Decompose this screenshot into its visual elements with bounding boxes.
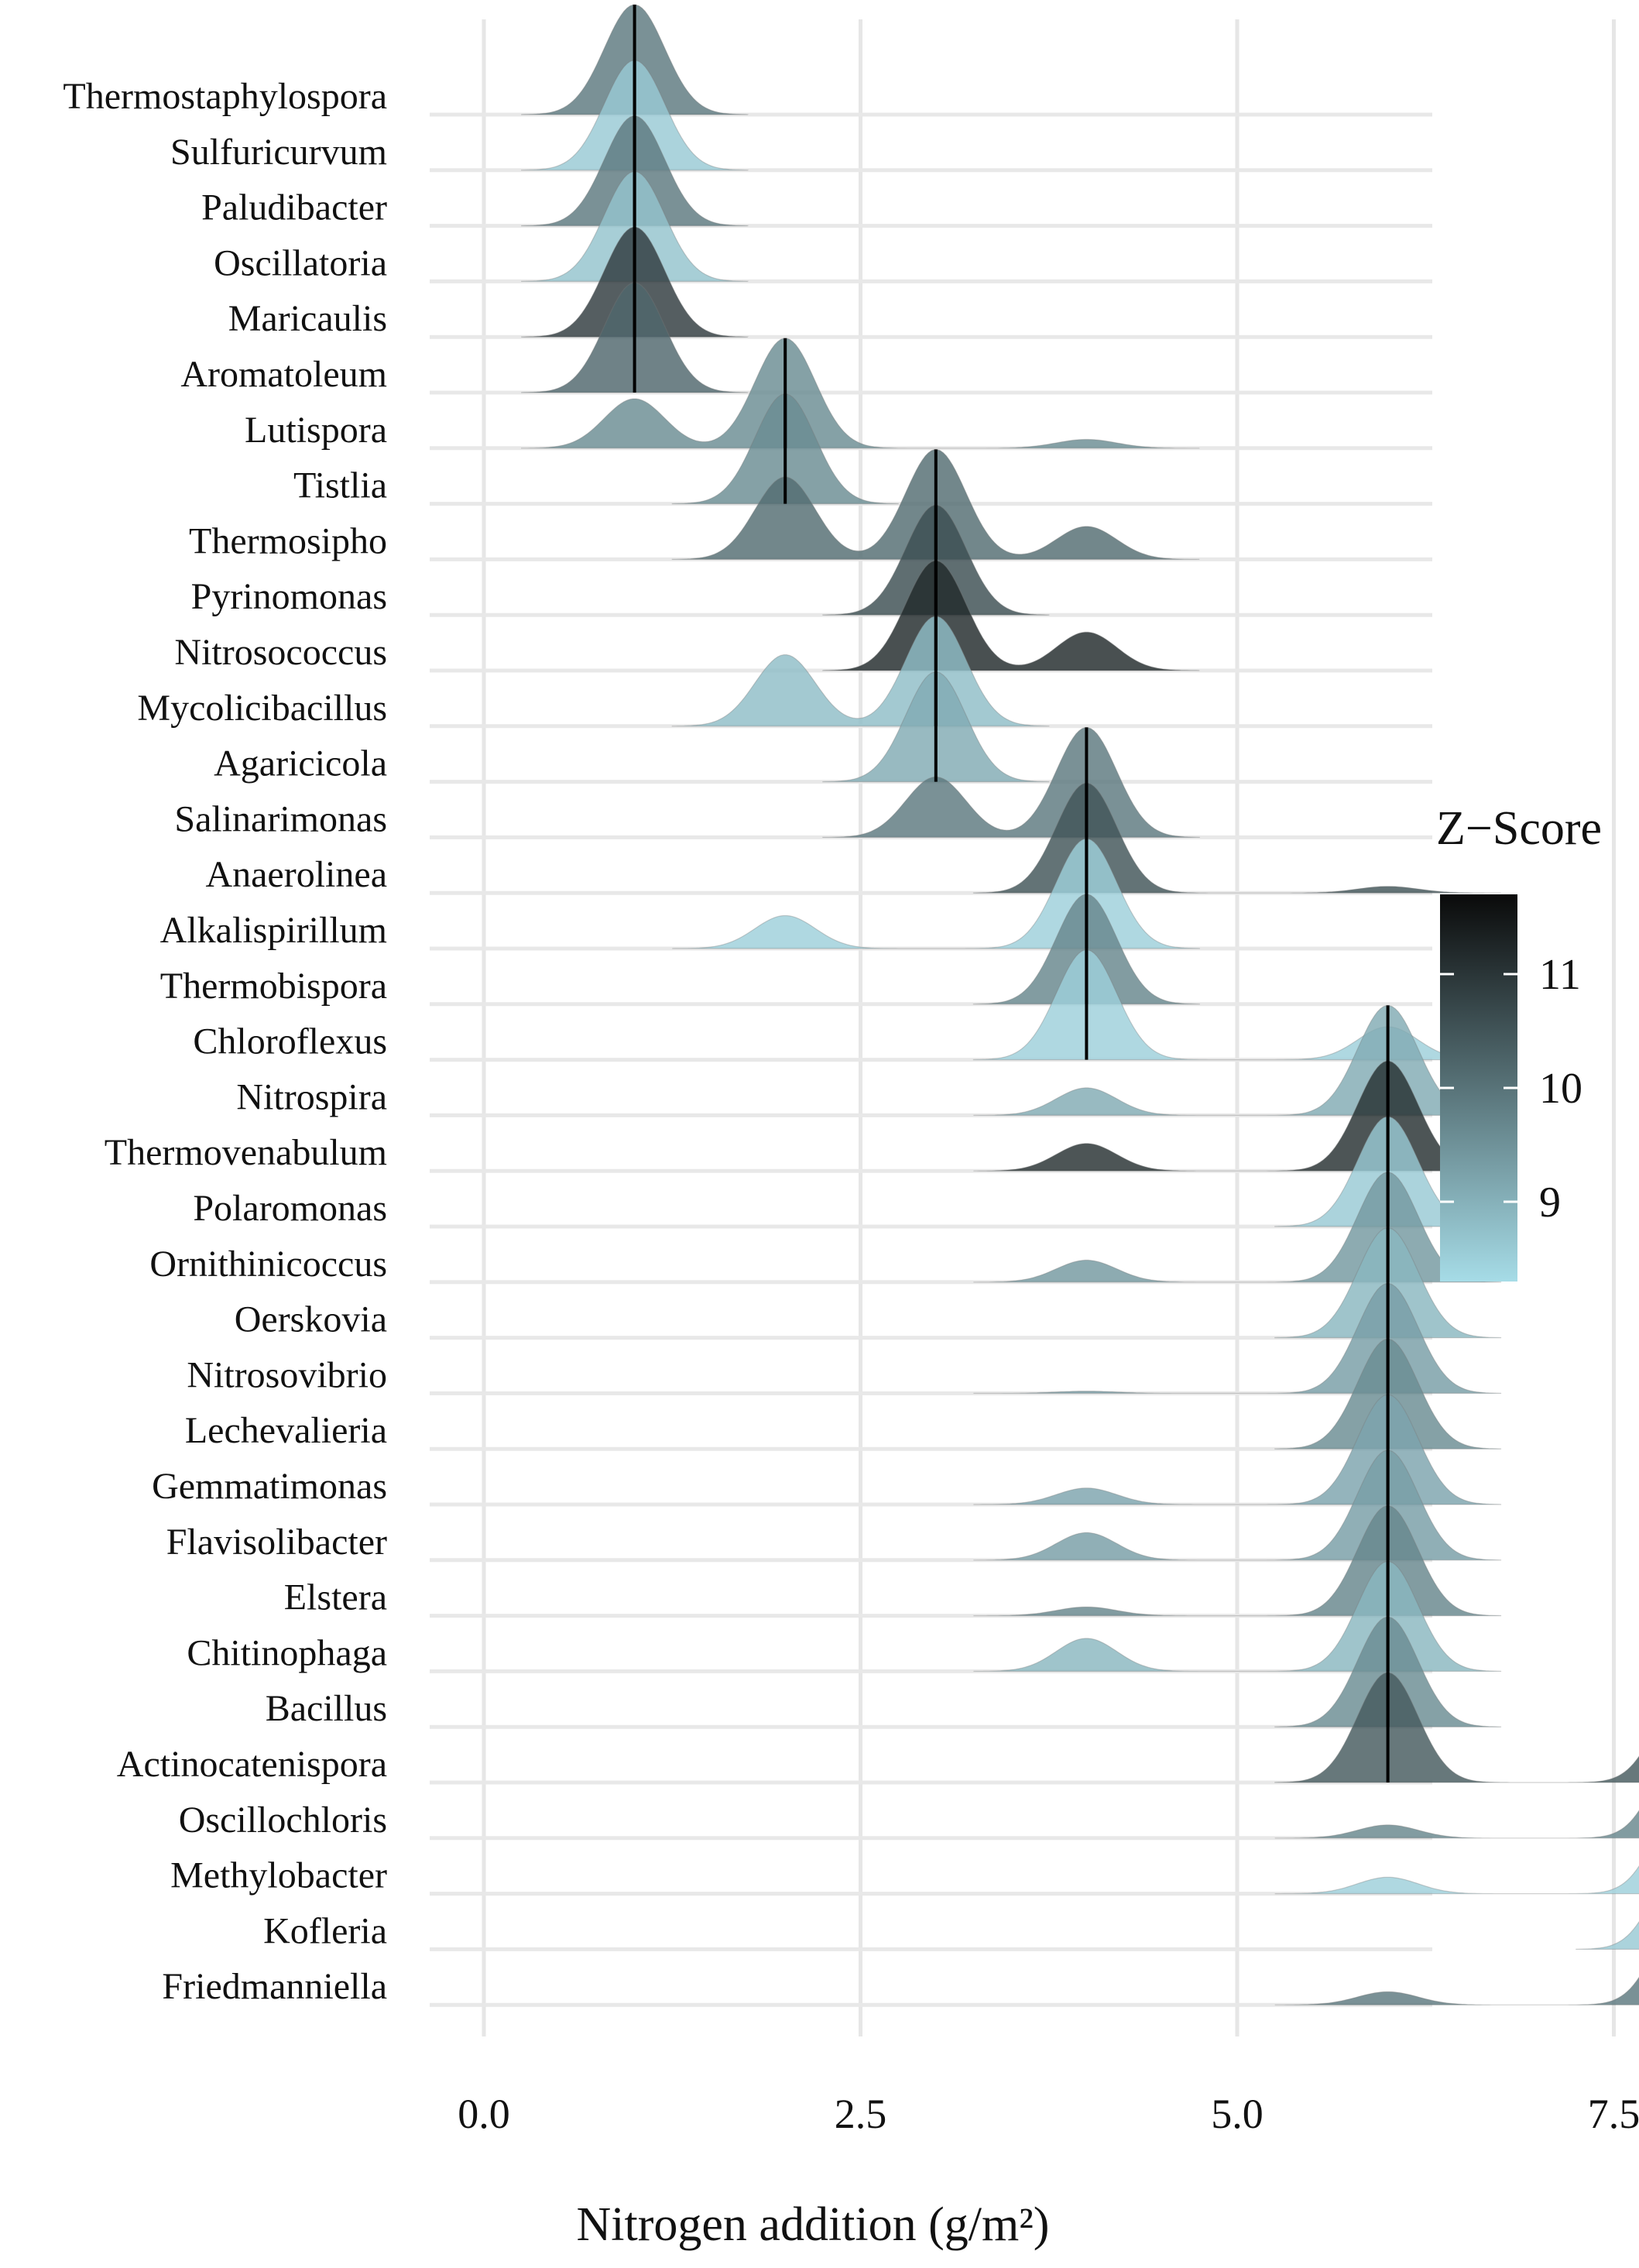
density-area [1274,1810,1639,1839]
density-area [1274,1865,1639,1895]
legend-tick-label: 9 [1539,1179,1561,1227]
density-area [1576,1920,1639,1950]
ridge-kofleria [1576,1920,1639,1950]
genus-label: Mycolicibacillus [137,688,387,729]
genus-label: Lechevalieria [185,1410,387,1451]
density-area [1274,1672,1639,1783]
genus-labels: Thermostaphylospora Sulfuricurvum Paludiba… [63,76,387,2007]
genus-label: Methylobacter [170,1855,387,1896]
ridge-methylobacter [1274,1865,1639,1895]
genus-label: Alkalispirillum [160,910,387,951]
genus-label: Chitinophaga [187,1632,387,1673]
genus-label: Oerskovia [235,1299,387,1340]
ridge-chloroflexus [972,949,1501,1061]
ridge-actinocatenispora [1274,1672,1639,1783]
legend-tick-label: 11 [1539,951,1581,999]
genus-label: Kofleria [263,1910,387,1951]
genus-label: Pyrinomonas [191,576,387,617]
x-tick-label: 5.0 [1211,2091,1264,2137]
ridge-lutispora [521,338,1200,449]
genus-label: Bacillus [266,1688,387,1729]
genus-label: Oscillochloris [179,1800,387,1841]
density-area [1274,1976,1639,2006]
legend-ticks: 9 10 11 [1440,951,1582,1227]
genus-label: Thermovenabulum [105,1132,387,1173]
genus-label: Agaricicola [214,743,387,784]
genus-label: Elstera [284,1577,387,1618]
genus-label: Salinarimonas [174,798,387,839]
genus-label: Thermosipho [189,520,387,561]
genus-label: Paludibacter [201,187,387,228]
genus-label: Lutispora [245,410,387,451]
genus-label: Friedmanniella [162,1966,387,2007]
genus-label: Anaerolinea [205,854,387,895]
x-axis: 0.02.55.07.510.012.5 [458,2091,1639,2137]
ridge-friedmanniella [1274,1976,1639,2006]
x-tick-label: 0.0 [458,2091,510,2137]
genus-label: Gemmatimonas [152,1466,387,1507]
genus-label: Nitrosovibrio [187,1354,387,1395]
genus-label: Nitrospira [236,1076,387,1117]
genus-label: Nitrosococcus [174,632,387,673]
legend-title: Z−Score [1436,802,1602,855]
genus-label: Tistlia [293,465,387,506]
genus-label: Thermobispora [160,966,387,1007]
genus-label: Chloroflexus [193,1021,387,1062]
genus-label: Maricaulis [228,298,387,339]
genus-label: Ornithinicoccus [149,1244,387,1285]
genus-label: Oscillatoria [214,242,387,283]
genus-label: Thermostaphylospora [63,76,387,117]
legend: Z−Score 9 10 11 [1436,802,1602,1282]
density-area [972,949,1501,1061]
legend-tick-label: 10 [1539,1065,1582,1113]
ridges [521,4,1639,2006]
x-tick-label: 7.5 [1588,2091,1639,2137]
x-axis-title: Nitrogen addition (g/m²) [577,2198,1050,2251]
genus-label: Flavisolibacter [166,1522,387,1563]
x-tick-label: 2.5 [835,2091,887,2137]
ridge-oscillochloris [1274,1810,1639,1839]
genus-label: Actinocatenispora [117,1744,387,1785]
genus-label: Aromatoleum [180,354,387,395]
genus-label: Polaromonas [193,1188,387,1229]
genus-label: Sulfuricurvum [170,132,387,173]
density-area [521,338,1200,449]
